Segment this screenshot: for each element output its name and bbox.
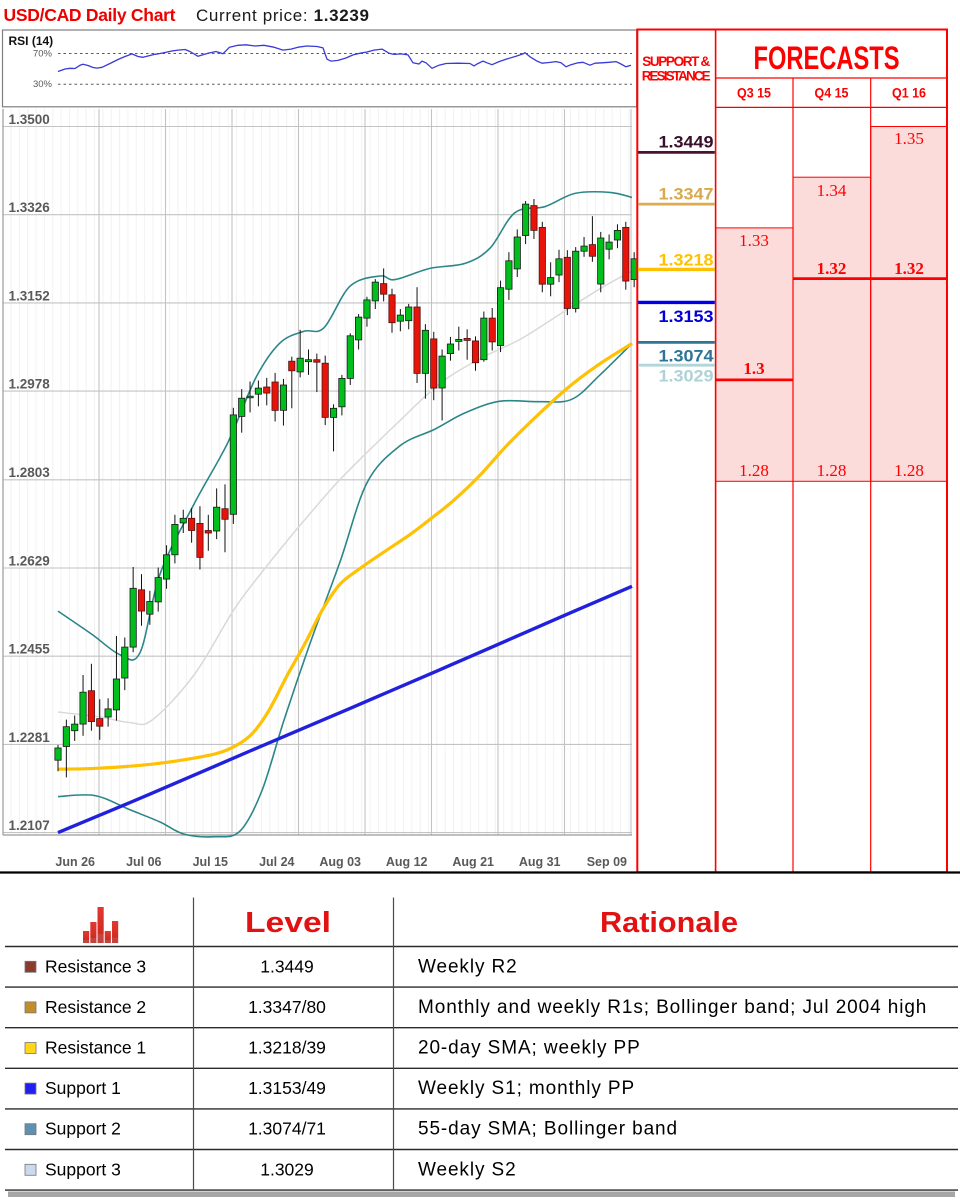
svg-text:Weekly S1; monthly PP: Weekly S1; monthly PP <box>418 1078 635 1099</box>
svg-text:1.33: 1.33 <box>739 231 769 250</box>
svg-text:Support 1: Support 1 <box>45 1078 121 1098</box>
svg-text:1.35: 1.35 <box>894 129 924 148</box>
svg-text:1.3029: 1.3029 <box>260 1159 314 1179</box>
svg-text:1.3347: 1.3347 <box>659 184 714 203</box>
svg-text:Sep 09: Sep 09 <box>587 855 627 869</box>
svg-text:Resistance 3: Resistance 3 <box>45 956 146 976</box>
svg-text:1.3029: 1.3029 <box>659 367 714 386</box>
svg-text:Aug 03: Aug 03 <box>319 855 361 869</box>
svg-text:SUPPORT &: SUPPORT & <box>642 54 710 69</box>
svg-text:Current price: 1.3239: Current price: 1.3239 <box>196 6 369 25</box>
svg-text:1.3: 1.3 <box>743 359 764 378</box>
svg-text:1.3074/71: 1.3074/71 <box>248 1119 326 1139</box>
svg-text:Monthly and weekly R1s; Bollin: Monthly and weekly R1s; Bollinger band; … <box>418 997 927 1018</box>
svg-text:Weekly S2: Weekly S2 <box>418 1159 517 1180</box>
svg-text:Weekly R2: Weekly R2 <box>418 956 518 977</box>
svg-text:1.32: 1.32 <box>894 259 924 278</box>
svg-text:1.3153/49: 1.3153/49 <box>248 1078 326 1098</box>
svg-text:Aug 12: Aug 12 <box>386 855 428 869</box>
svg-text:Aug 21: Aug 21 <box>452 855 494 869</box>
svg-text:Aug 31: Aug 31 <box>519 855 561 869</box>
svg-text:1.28: 1.28 <box>894 461 924 480</box>
svg-text:1.28: 1.28 <box>739 461 769 480</box>
svg-text:30%: 30% <box>33 79 53 90</box>
svg-text:Support 2: Support 2 <box>45 1119 121 1139</box>
svg-text:Jun 26: Jun 26 <box>55 855 95 869</box>
svg-text:FORECASTS: FORECASTS <box>754 40 900 76</box>
svg-text:20-day SMA; weekly PP: 20-day SMA; weekly PP <box>418 1038 641 1059</box>
svg-text:Jul 06: Jul 06 <box>126 855 161 869</box>
svg-text:1.3074: 1.3074 <box>659 347 715 366</box>
svg-text:1.34: 1.34 <box>817 181 847 200</box>
svg-text:1.3152: 1.3152 <box>9 288 50 303</box>
svg-text:1.3449: 1.3449 <box>659 133 714 152</box>
svg-text:USD/CAD Daily Chart: USD/CAD Daily Chart <box>4 5 176 25</box>
svg-text:Rationale: Rationale <box>600 907 738 939</box>
svg-text:1.3347/80: 1.3347/80 <box>248 997 326 1017</box>
svg-text:Level: Level <box>245 907 331 939</box>
svg-text:Q1 16: Q1 16 <box>892 85 926 101</box>
svg-text:1.3326: 1.3326 <box>9 200 51 215</box>
svg-text:1.2629: 1.2629 <box>9 553 50 568</box>
svg-text:70%: 70% <box>33 48 53 59</box>
svg-text:Jul 15: Jul 15 <box>193 855 228 869</box>
svg-text:1.32: 1.32 <box>817 259 847 278</box>
svg-text:1.3218/39: 1.3218/39 <box>248 1038 326 1058</box>
svg-text:Resistance 2: Resistance 2 <box>45 997 146 1017</box>
svg-text:1.28: 1.28 <box>817 461 847 480</box>
svg-text:1.3500: 1.3500 <box>9 112 50 127</box>
svg-text:RESISTANCE: RESISTANCE <box>642 69 711 84</box>
svg-text:1.2455: 1.2455 <box>9 642 51 657</box>
svg-text:1.3218: 1.3218 <box>659 250 714 269</box>
svg-text:1.2978: 1.2978 <box>9 377 51 392</box>
svg-text:1.2107: 1.2107 <box>9 818 50 833</box>
svg-text:Q4 15: Q4 15 <box>815 85 849 101</box>
svg-text:RSI (14): RSI (14) <box>9 34 54 48</box>
svg-text:Resistance 1: Resistance 1 <box>45 1038 146 1058</box>
svg-text:1.2281: 1.2281 <box>9 730 51 745</box>
svg-text:1.3153: 1.3153 <box>659 307 714 326</box>
svg-text:Q3 15: Q3 15 <box>737 85 771 101</box>
svg-text:1.3449: 1.3449 <box>260 956 314 976</box>
svg-text:1.2803: 1.2803 <box>9 465 51 480</box>
svg-text:55-day SMA; Bollinger band: 55-day SMA; Bollinger band <box>418 1119 678 1140</box>
svg-text:Jul 24: Jul 24 <box>259 855 294 869</box>
svg-text:Support 3: Support 3 <box>45 1159 121 1179</box>
